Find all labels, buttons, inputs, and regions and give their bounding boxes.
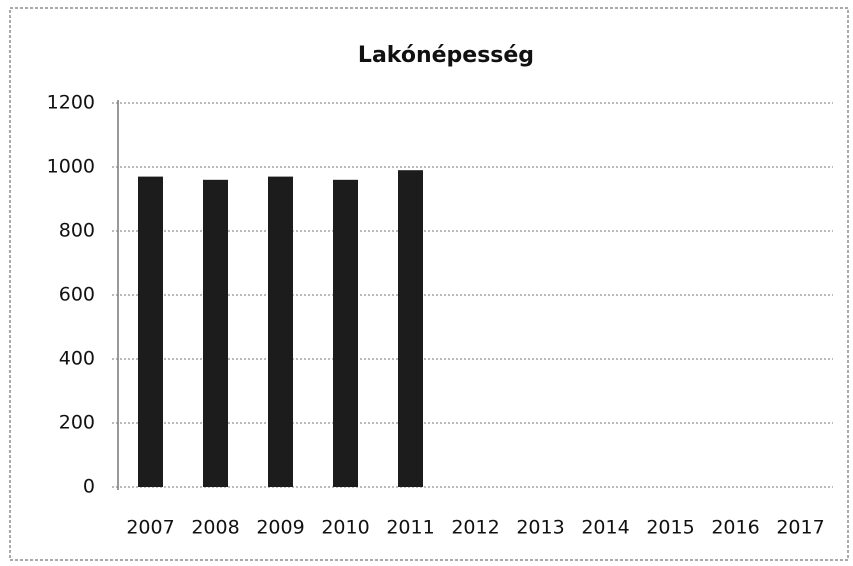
- y-tick-label: 1200: [47, 92, 95, 114]
- bar: [398, 170, 423, 487]
- x-tick-label: 2013: [516, 517, 564, 539]
- chart-title: Lakónépesség: [358, 43, 534, 68]
- y-tick-label: 200: [59, 412, 95, 434]
- x-tick-label: 2015: [646, 517, 694, 539]
- y-tick-label: 400: [59, 348, 95, 370]
- x-tick-label: 2017: [776, 517, 824, 539]
- x-tick-label: 2007: [126, 517, 174, 539]
- x-tick-label: 2011: [386, 517, 434, 539]
- y-tick-label: 0: [83, 476, 95, 498]
- x-tick-label: 2009: [256, 517, 304, 539]
- y-tick-label: 600: [59, 284, 95, 306]
- bar: [268, 176, 293, 487]
- bar: [203, 179, 228, 488]
- x-tick-label: 2012: [451, 517, 499, 539]
- x-tick-label: 2010: [321, 517, 369, 539]
- bar: [333, 179, 358, 488]
- bar: [138, 176, 163, 487]
- y-tick-label: 1000: [47, 156, 95, 178]
- x-tick-label: 2014: [581, 517, 629, 539]
- x-tick-label: 2016: [711, 517, 759, 539]
- x-tick-label: 2008: [191, 517, 239, 539]
- y-tick-label: 800: [59, 220, 95, 242]
- chart-frame: [9, 7, 849, 561]
